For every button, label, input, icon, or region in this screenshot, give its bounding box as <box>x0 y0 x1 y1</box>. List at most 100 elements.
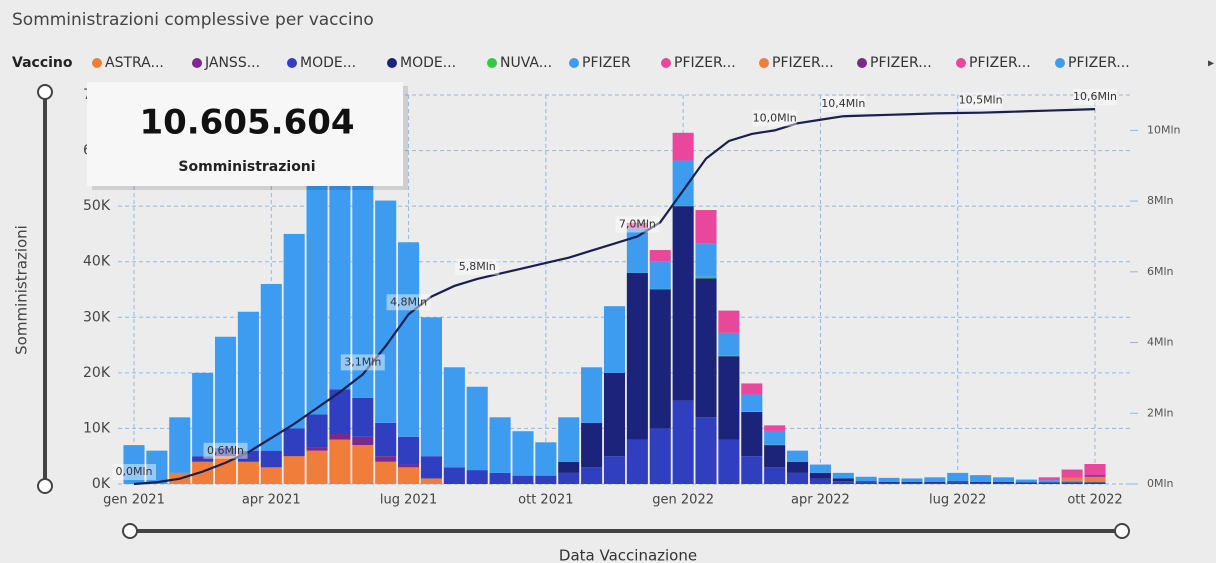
bar-segment <box>512 431 534 476</box>
bar-segment <box>1061 482 1083 484</box>
data-label-bg <box>958 92 1003 109</box>
bar-segment <box>306 450 328 484</box>
bar-segment <box>306 414 328 448</box>
bar-segment <box>764 467 786 484</box>
bar-segment <box>1061 480 1083 483</box>
card <box>87 82 403 186</box>
legend-label: PFIZER... <box>870 55 932 71</box>
legend-label: PFIZER... <box>674 55 736 71</box>
bar-segment <box>695 210 717 244</box>
data-label: 7,0Mln <box>619 217 656 230</box>
bar-segment <box>123 445 145 484</box>
bar-segment <box>603 456 626 484</box>
bar-segment <box>718 355 740 357</box>
y-tick-label: 40K <box>83 254 111 270</box>
bar-segment <box>1061 469 1083 478</box>
data-label: 4,8Mln <box>390 295 427 308</box>
bar-segment <box>924 477 946 482</box>
bar-segment <box>970 482 992 484</box>
x-tick-label: gen 2021 <box>103 493 165 508</box>
bar-segment <box>558 417 580 462</box>
bar-segment <box>603 306 626 373</box>
bar-segment <box>192 372 214 457</box>
bar-segment <box>832 478 854 482</box>
x-tick-label: lug 2021 <box>380 493 437 508</box>
bar-segment <box>764 445 786 468</box>
slider-handle[interactable] <box>37 478 53 494</box>
legend-marker <box>192 58 202 68</box>
bar-segment <box>214 456 237 484</box>
bar-segment <box>855 476 877 482</box>
bar-segment <box>512 475 534 484</box>
legend-title: Vaccino <box>12 55 73 71</box>
data-label-bg <box>386 294 431 311</box>
bar-segment <box>672 206 694 401</box>
bar-segment <box>832 472 854 479</box>
bar-segment <box>352 397 374 437</box>
slider-handle[interactable] <box>1114 523 1130 539</box>
bar-segment <box>741 456 763 484</box>
legend-label: PFIZER... <box>772 55 834 71</box>
legend-marker <box>569 58 579 68</box>
bar-segment <box>901 482 923 484</box>
bar-segment <box>809 472 831 479</box>
legend-label: MODE... <box>300 55 356 71</box>
bar-segment <box>924 482 946 484</box>
bar-segment <box>626 222 648 229</box>
bar-segment <box>649 250 671 262</box>
bar-segment <box>375 461 397 484</box>
bar-segment <box>718 310 740 333</box>
slider-handle[interactable] <box>37 84 53 100</box>
data-label-bg <box>455 258 500 275</box>
bar-segment <box>947 482 969 484</box>
data-label: 5,8Mln <box>459 260 496 273</box>
bar-segment <box>1061 483 1083 484</box>
x-tick-label: gen 2022 <box>652 493 714 508</box>
bar-segment <box>581 467 603 484</box>
legend-label: ASTRA... <box>105 55 164 71</box>
bar-segment <box>672 132 694 161</box>
y2-tick-label: 2Mln <box>1147 406 1174 419</box>
bar-segment <box>329 439 351 484</box>
bar-segment <box>1015 482 1037 484</box>
bar-segment <box>1084 463 1106 476</box>
bar-segment <box>420 478 442 484</box>
x-tick-label: apr 2021 <box>242 493 301 508</box>
chart-title: Somministrazioni complessive per vaccino <box>12 10 374 30</box>
bar-segment <box>878 477 900 482</box>
legend-marker <box>759 58 769 68</box>
legend-marker <box>661 58 671 68</box>
bar-segment <box>809 478 831 484</box>
bar-segment <box>1038 483 1060 484</box>
y-tick-label: 50K <box>83 198 111 214</box>
bar-segment <box>398 242 420 437</box>
legend-marker <box>1055 58 1065 68</box>
data-label-bg <box>1073 89 1117 106</box>
y2-tick-label: 4Mln <box>1147 336 1174 349</box>
bar-segment <box>352 147 374 398</box>
bar-segment <box>398 436 420 465</box>
bar-segment <box>237 450 259 462</box>
legend-marker <box>92 58 102 68</box>
legend-marker <box>287 58 297 68</box>
bar-segment <box>970 481 992 483</box>
bar-segment <box>420 456 442 479</box>
data-label-bg <box>112 464 156 480</box>
legend-scroll[interactable]: ▸ <box>1208 56 1214 70</box>
bar-segment <box>558 472 580 484</box>
bar-segment <box>901 481 923 483</box>
slider-handle[interactable] <box>122 523 138 539</box>
bar-segment <box>146 450 168 484</box>
bar-segment <box>306 164 328 415</box>
legend-label: NUVA... <box>500 55 552 71</box>
bar-segment <box>1061 477 1083 481</box>
bar-segment <box>535 442 557 476</box>
legend-marker <box>956 58 966 68</box>
bar-segment <box>626 439 648 484</box>
legend-label: PFIZER... <box>969 55 1031 71</box>
bar-segment <box>1084 475 1106 477</box>
bar-segment <box>947 481 969 483</box>
bar-segment <box>764 425 786 431</box>
